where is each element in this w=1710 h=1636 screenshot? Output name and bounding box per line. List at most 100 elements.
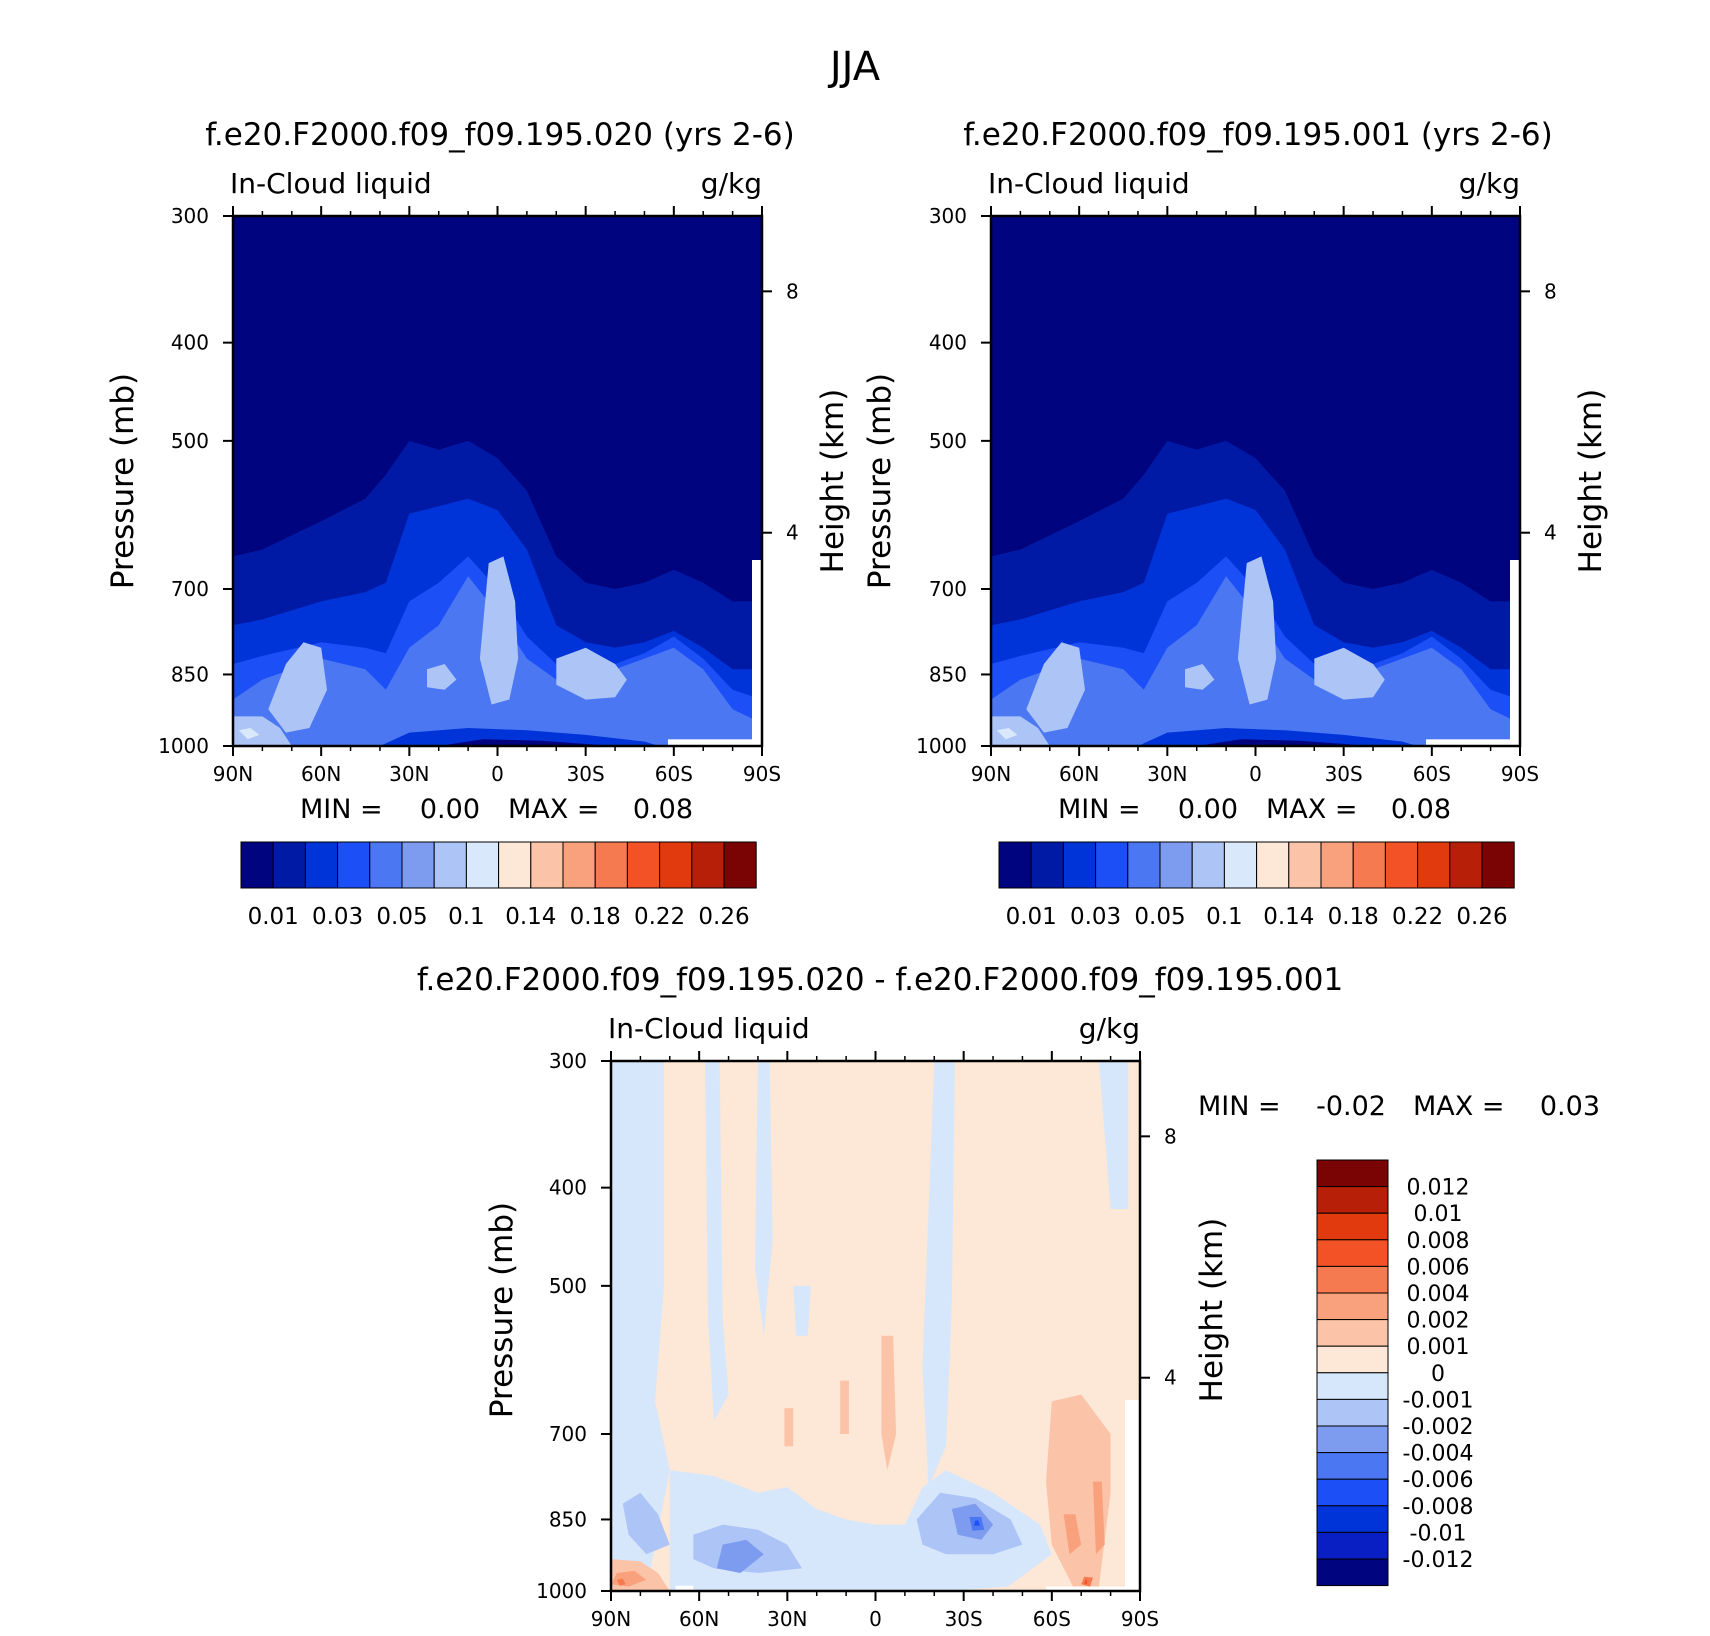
colorbar-box — [1095, 841, 1129, 889]
x-tick-label: 90S — [1121, 1607, 1159, 1631]
contour-region — [1046, 1394, 1111, 1591]
y-tick-label: 300 — [171, 204, 209, 228]
colorbar-label: 0.012 — [1407, 1176, 1470, 1201]
x-tick-label: 30N — [1147, 762, 1187, 786]
x-tick-label: 30S — [567, 762, 605, 786]
contour-core — [268, 642, 327, 733]
max-value: 0.08 — [633, 794, 693, 825]
plot-area — [231, 214, 764, 748]
y-tick-label: 700 — [929, 577, 967, 601]
x-tick-label: 90S — [743, 762, 781, 786]
min-value: 0.00 — [420, 794, 480, 825]
contour-region — [755, 1061, 773, 1336]
missing-data-region — [675, 1585, 694, 1591]
contour-region — [1098, 1061, 1129, 1210]
colorbar-box — [691, 841, 725, 889]
y2-axis-title: Height (km) — [1573, 389, 1609, 574]
colorbar-label: -0.012 — [1403, 1548, 1474, 1573]
y-tick-label: 400 — [549, 1176, 587, 1200]
colorbar-box — [998, 841, 1032, 889]
contour-surface-band — [1196, 739, 1374, 746]
x-tick-label: 30N — [389, 762, 429, 786]
colorbar-box — [530, 841, 564, 889]
y-tick-label: 400 — [929, 331, 967, 355]
y-tick-label: 700 — [171, 577, 209, 601]
colorbar-label: -0.006 — [1403, 1468, 1474, 1493]
contour-surface-band — [1137, 728, 1418, 746]
colorbar-label: 0.05 — [1134, 904, 1185, 930]
colorbar-label: 0.05 — [376, 904, 427, 930]
missing-data-region — [1425, 739, 1520, 746]
y2-tick-label: 4 — [1164, 1366, 1177, 1390]
y-axis-title: Pressure (mb) — [862, 373, 898, 589]
x-tick-label: 60N — [301, 762, 341, 786]
x-tick-label: 60S — [655, 762, 693, 786]
y-tick-label: 1000 — [916, 734, 967, 758]
colorbar-box — [1417, 841, 1451, 889]
contour-core — [1026, 642, 1085, 733]
y-tick-label: 500 — [549, 1274, 587, 1298]
y-axis-title: Pressure (mb) — [105, 373, 141, 589]
x-tick-label: 90N — [971, 762, 1011, 786]
panel-title: f.e20.F2000.f09_f09.195.020 (yrs 2-6) — [205, 117, 795, 153]
colorbar-box — [1030, 841, 1064, 889]
plot-area — [609, 1059, 1142, 1593]
panel-case-020: f.e20.F2000.f09_f09.195.020 (yrs 2-6) In… — [105, 117, 851, 930]
y2-axis-title: Height (km) — [1194, 1218, 1230, 1403]
colorbar-box — [1316, 1558, 1389, 1587]
colorbar-box — [1223, 841, 1258, 889]
contour-surface-band — [438, 739, 616, 746]
colorbar-box — [1316, 1398, 1389, 1427]
colorbar-box — [1316, 1505, 1389, 1533]
y-tick-label: 1000 — [158, 734, 209, 758]
min-label: MIN = — [1198, 1091, 1281, 1122]
contour-region — [1063, 1514, 1082, 1555]
x-tick-label: 0 — [869, 1607, 882, 1631]
colorbar-label: 0.14 — [1263, 904, 1314, 930]
y-tick-label: 300 — [929, 204, 967, 228]
missing-data-region — [1510, 560, 1520, 746]
contour-region — [622, 1492, 670, 1555]
colorbar-label: -0.008 — [1403, 1495, 1474, 1520]
contour-region — [974, 1520, 980, 1526]
contour-core — [1237, 556, 1277, 705]
x-tick-label: 30S — [1325, 762, 1363, 786]
colorbar-box — [594, 841, 628, 889]
contour-surface-band — [379, 728, 660, 746]
units-label: g/kg — [1079, 1012, 1140, 1045]
min-value: -0.02 — [1316, 1091, 1386, 1122]
contour-core — [1314, 647, 1385, 700]
colorbar-box — [401, 841, 435, 889]
x-tick-label: 90N — [213, 762, 253, 786]
colorbar-box — [433, 841, 467, 889]
axes: 90N 60N 30N 0 30S 60S 90S 300 400 500 700 850 1000 8 4 — [536, 1049, 1177, 1631]
missing-data-region — [1045, 1586, 1140, 1591]
missing-data-region — [752, 560, 762, 746]
colorbar-box — [1316, 1531, 1389, 1560]
x-tick-label: 0 — [491, 762, 504, 786]
colorbar-box — [1288, 841, 1322, 889]
y2-tick-label: 4 — [1544, 521, 1557, 545]
units-label: g/kg — [1459, 167, 1520, 200]
min-label: MIN = — [300, 794, 383, 825]
contour-region — [784, 1408, 794, 1447]
contour-region — [616, 1578, 626, 1586]
variable-label: In-Cloud liquid — [988, 167, 1190, 200]
colorbar-box — [1316, 1478, 1389, 1507]
y-tick-label: 300 — [549, 1049, 587, 1073]
colorbar-label: 0 — [1431, 1362, 1445, 1387]
colorbar-box — [1320, 841, 1354, 889]
colorbar-box — [272, 841, 306, 889]
colorbar-box — [1316, 1372, 1389, 1400]
colorbar-label: -0.001 — [1403, 1388, 1474, 1413]
colorbar: 0.01 0.03 0.05 0.1 0.14 0.18 0.22 0.26 — [240, 841, 757, 930]
y2-tick-label: 8 — [786, 279, 799, 303]
units-label: g/kg — [701, 167, 762, 200]
colorbar-label: 0.22 — [634, 904, 685, 930]
variable-label: In-Cloud liquid — [608, 1012, 810, 1045]
max-value: 0.08 — [1391, 794, 1451, 825]
colorbar-box — [1316, 1159, 1389, 1188]
x-tick-label: 30N — [767, 1607, 807, 1631]
min-label: MIN = — [1058, 794, 1141, 825]
colorbar-box — [1352, 841, 1386, 889]
